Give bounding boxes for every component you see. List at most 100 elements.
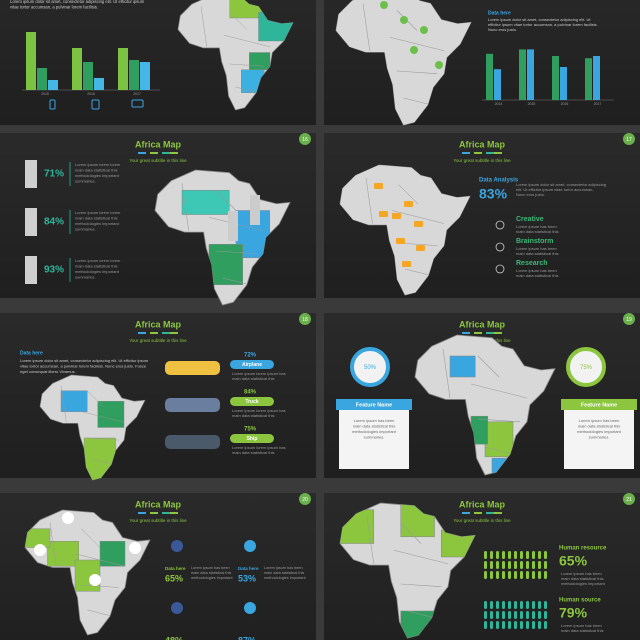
text: 53% [238, 573, 256, 583]
text: Human source [559, 598, 601, 604]
text: 71% [44, 169, 64, 180]
person-icon [544, 561, 547, 569]
text: Lorem ipsum has been [516, 224, 557, 229]
person-icon [532, 601, 535, 609]
label-pill [230, 360, 274, 369]
text: Africa Map [135, 139, 182, 149]
text: 2014 [495, 102, 503, 106]
person-icon [502, 621, 505, 629]
map-region [484, 421, 514, 458]
title-bar [494, 152, 502, 154]
bar [552, 56, 559, 100]
feature-header [336, 399, 412, 410]
building-icon [228, 211, 238, 241]
map-region [181, 189, 230, 215]
text: main data statistical this [264, 571, 304, 575]
text: Lorem ipsum has been [516, 268, 557, 273]
bar [519, 49, 526, 100]
text: Lorem ipsum lorem ipsum has [232, 408, 286, 413]
text: Africa Map [135, 499, 182, 509]
map-border [403, 97, 431, 106]
map-border [391, 210, 445, 224]
person-icon [532, 611, 535, 619]
bar [560, 67, 567, 100]
text: 72% [244, 353, 257, 359]
text: main data statistical this [191, 571, 231, 575]
text: main data statistical this [75, 168, 117, 173]
title-bar [150, 152, 158, 154]
text: 21 [626, 497, 632, 503]
item-icon [495, 242, 505, 252]
text: Lorem ipsum has been [561, 571, 602, 576]
text: methodologies important [264, 576, 307, 580]
text: Research [516, 260, 548, 267]
title-bar [486, 512, 494, 514]
slide-number-badge [623, 313, 635, 325]
title-bar [474, 152, 482, 154]
text: summaries. [75, 275, 96, 280]
text: main data statistical this [353, 424, 395, 429]
social-pin [34, 544, 46, 556]
map-border [398, 242, 438, 246]
bar [37, 68, 47, 90]
text: elit. Ut efficitur ipsum vitae tortor ac… [516, 187, 594, 192]
text: main data statistical this [561, 576, 603, 581]
title-bar [150, 332, 158, 334]
social-pin [89, 574, 101, 586]
text: vitae tortor accumsan, a pulvinar lorem … [20, 364, 147, 369]
text: 2017 [594, 102, 602, 106]
text: summaries. [75, 179, 96, 184]
text: methodologies important [352, 429, 397, 434]
person-icon [484, 551, 487, 559]
map-border [49, 522, 57, 567]
text: vitae tortor accumsan, a pulvinar lorem … [10, 5, 98, 10]
person-icon [532, 621, 535, 629]
tree-icon [380, 1, 388, 9]
person-icon [544, 621, 547, 629]
slide-number-badge [299, 313, 311, 325]
tree-icon [420, 26, 428, 34]
vehicle-icon [165, 361, 220, 375]
title-bar [462, 332, 470, 334]
text: methodologies important [75, 221, 120, 226]
text: 84% [44, 217, 64, 228]
map-border [229, 63, 265, 67]
title-bar [170, 152, 178, 154]
person-icon [538, 571, 541, 579]
africa-map [414, 334, 556, 476]
person-icon [514, 601, 517, 609]
text: Lorem ipsum dolor sit amet, consectetur … [10, 0, 145, 4]
map-border [87, 609, 113, 617]
map-border [81, 584, 119, 588]
person-icon [520, 621, 523, 629]
text: main data statistical this [75, 264, 117, 269]
text: efficitur ipsum vitae tortor accumsan, a… [488, 22, 598, 27]
folder-icon [404, 201, 413, 207]
person-icon [502, 571, 505, 579]
title-bar [474, 332, 482, 334]
title-bar [162, 152, 170, 154]
text: Your great subtitle in this line [129, 158, 187, 163]
person-icon [514, 561, 517, 569]
text: Lorem ipsum has been [516, 246, 557, 251]
person-icon [508, 551, 511, 559]
person-icon [508, 621, 511, 629]
text: methodologies important [75, 173, 120, 178]
text: summaries. [364, 435, 385, 440]
tree-icon [410, 46, 418, 54]
text: Truck [245, 399, 259, 405]
text: summaries. [589, 435, 610, 440]
slide-number-badge [623, 493, 635, 505]
text: 83% [479, 186, 508, 202]
person-icon [502, 611, 505, 619]
map-region [47, 541, 79, 567]
text: summaries. [75, 227, 96, 232]
person-icon [490, 571, 493, 579]
text: methodologies important [75, 269, 120, 274]
person-icon [532, 551, 535, 559]
map-border [229, 12, 248, 30]
vehicle-icon [165, 435, 220, 449]
map-border [407, 610, 435, 619]
